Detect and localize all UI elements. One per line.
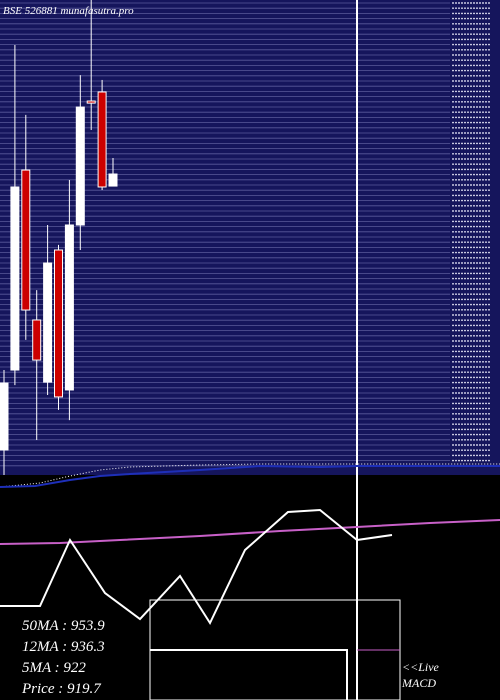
candle-body xyxy=(21,169,31,311)
macd-histogram xyxy=(150,649,348,700)
ma12-line xyxy=(0,464,500,488)
stat-label: 5MA : 922 xyxy=(22,660,86,676)
stat-label: 12MA : 936.3 xyxy=(22,639,105,655)
candle-body xyxy=(0,382,9,451)
macd-signal xyxy=(356,534,393,541)
chart-title: BSE 526881 munafasutra.pro xyxy=(3,5,134,17)
ma50-line xyxy=(0,463,500,488)
price-pane xyxy=(0,0,500,475)
candle-body xyxy=(108,173,118,187)
candles xyxy=(0,0,118,475)
candle-body xyxy=(32,319,42,361)
macd-line xyxy=(0,508,358,626)
macd-label: MACD xyxy=(401,676,436,690)
ma5-line xyxy=(0,519,500,545)
stat-label: Price : 919.7 xyxy=(21,681,102,697)
candle-body xyxy=(54,249,63,398)
candle-body xyxy=(64,224,74,391)
live-label: <<Live xyxy=(402,660,440,674)
background-lines xyxy=(0,2,490,467)
candle-body xyxy=(10,186,20,371)
candle-body xyxy=(86,100,96,104)
candle-body xyxy=(75,106,85,226)
candle-body xyxy=(43,262,53,383)
candle-body xyxy=(97,91,107,188)
stat-label: 50MA : 953.9 xyxy=(22,618,105,634)
